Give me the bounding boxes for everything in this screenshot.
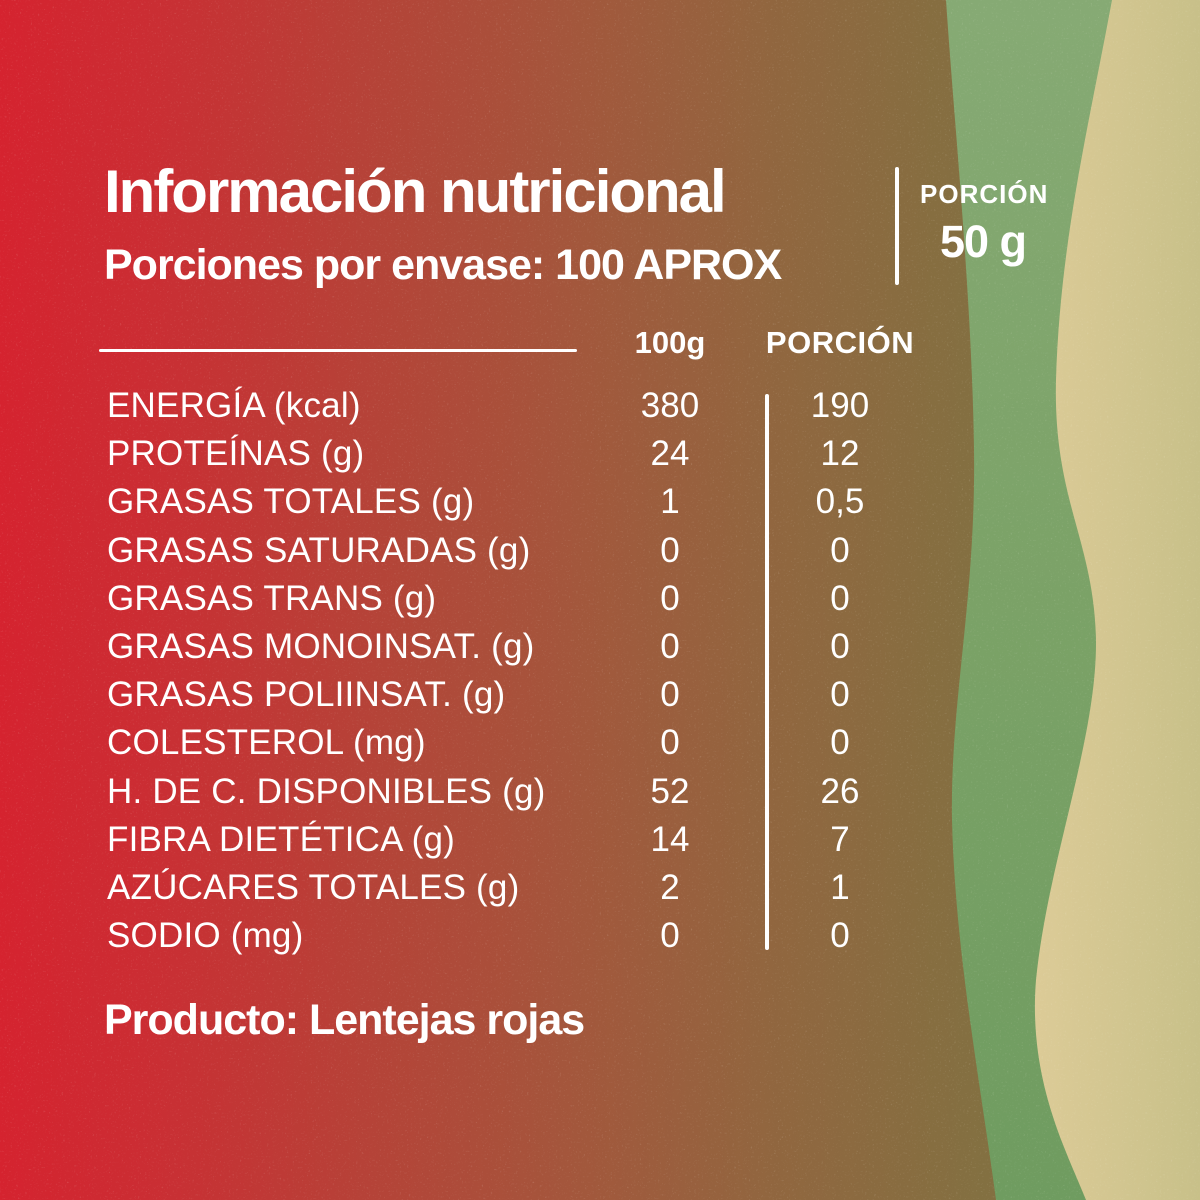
table-top-rule — [99, 349, 577, 352]
page-title: Información nutricional — [104, 158, 727, 225]
product-name: Producto: Lentejas rojas — [104, 996, 585, 1044]
portion-heading: PORCIÓN — [920, 179, 1049, 209]
portion-size: 50 g — [939, 216, 1027, 267]
column-header-portion: PORCIÓN — [765, 325, 915, 360]
column-header-100g: 100g — [634, 325, 706, 360]
servings-per-package: Porciones por envase: 100 APROX — [104, 241, 782, 289]
portion-block: PORCIÓN 50 g — [920, 179, 1049, 267]
header-divider — [895, 167, 899, 285]
column-divider — [765, 394, 769, 950]
